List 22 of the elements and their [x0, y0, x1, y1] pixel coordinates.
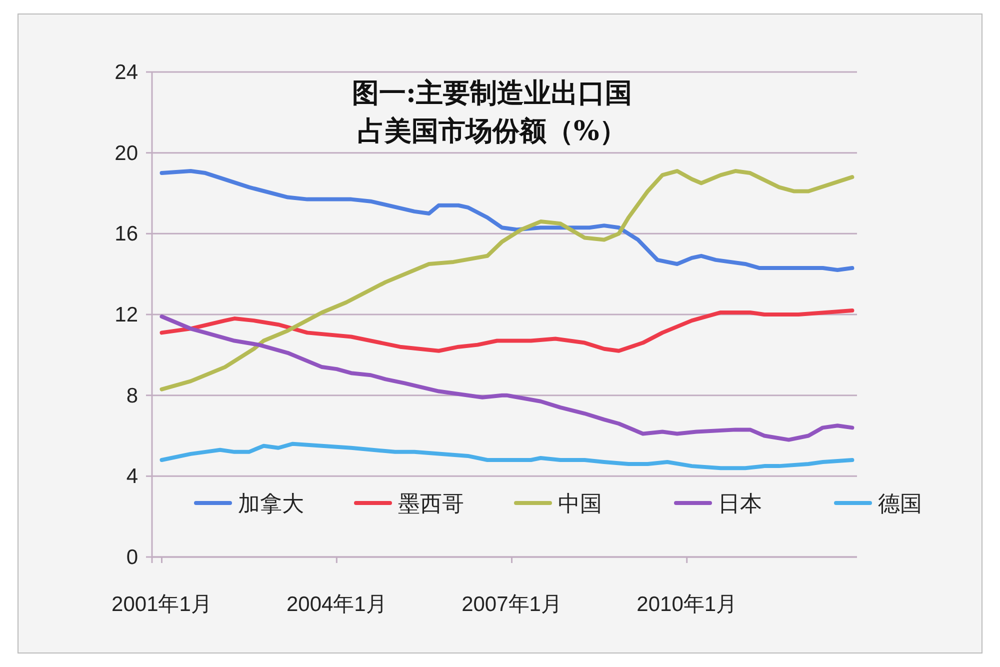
legend-label: 墨西哥 [398, 491, 464, 516]
x-tick-label: 2007年1月 [462, 593, 562, 616]
x-tick-label: 2010年1月 [636, 593, 738, 616]
legend-label: 德国 [878, 491, 922, 516]
line-series [160, 442, 854, 470]
y-tick-label: 12 [114, 304, 138, 326]
text: 图一:主要制造业出口国占美国市场份额（%） [352, 78, 632, 147]
line-series [160, 314, 854, 442]
y-tick-label: 16 [114, 222, 138, 246]
y-tick-label: 24 [114, 61, 138, 84]
line-series [160, 169, 854, 392]
y-tick-label: 0 [126, 546, 138, 569]
x-tick-label: 2001年1月 [112, 593, 212, 616]
legend-label: 中国 [558, 491, 602, 516]
legend-label: 加拿大 [238, 491, 304, 516]
y-tick-label: 8 [126, 384, 138, 408]
line-series [160, 308, 854, 353]
line-series [160, 169, 854, 272]
y-tick-label: 20 [114, 142, 138, 165]
y-tick-label: 4 [126, 465, 138, 488]
x-tick-label: 2004年1月 [286, 593, 387, 616]
legend-label: 日本 [718, 491, 762, 516]
